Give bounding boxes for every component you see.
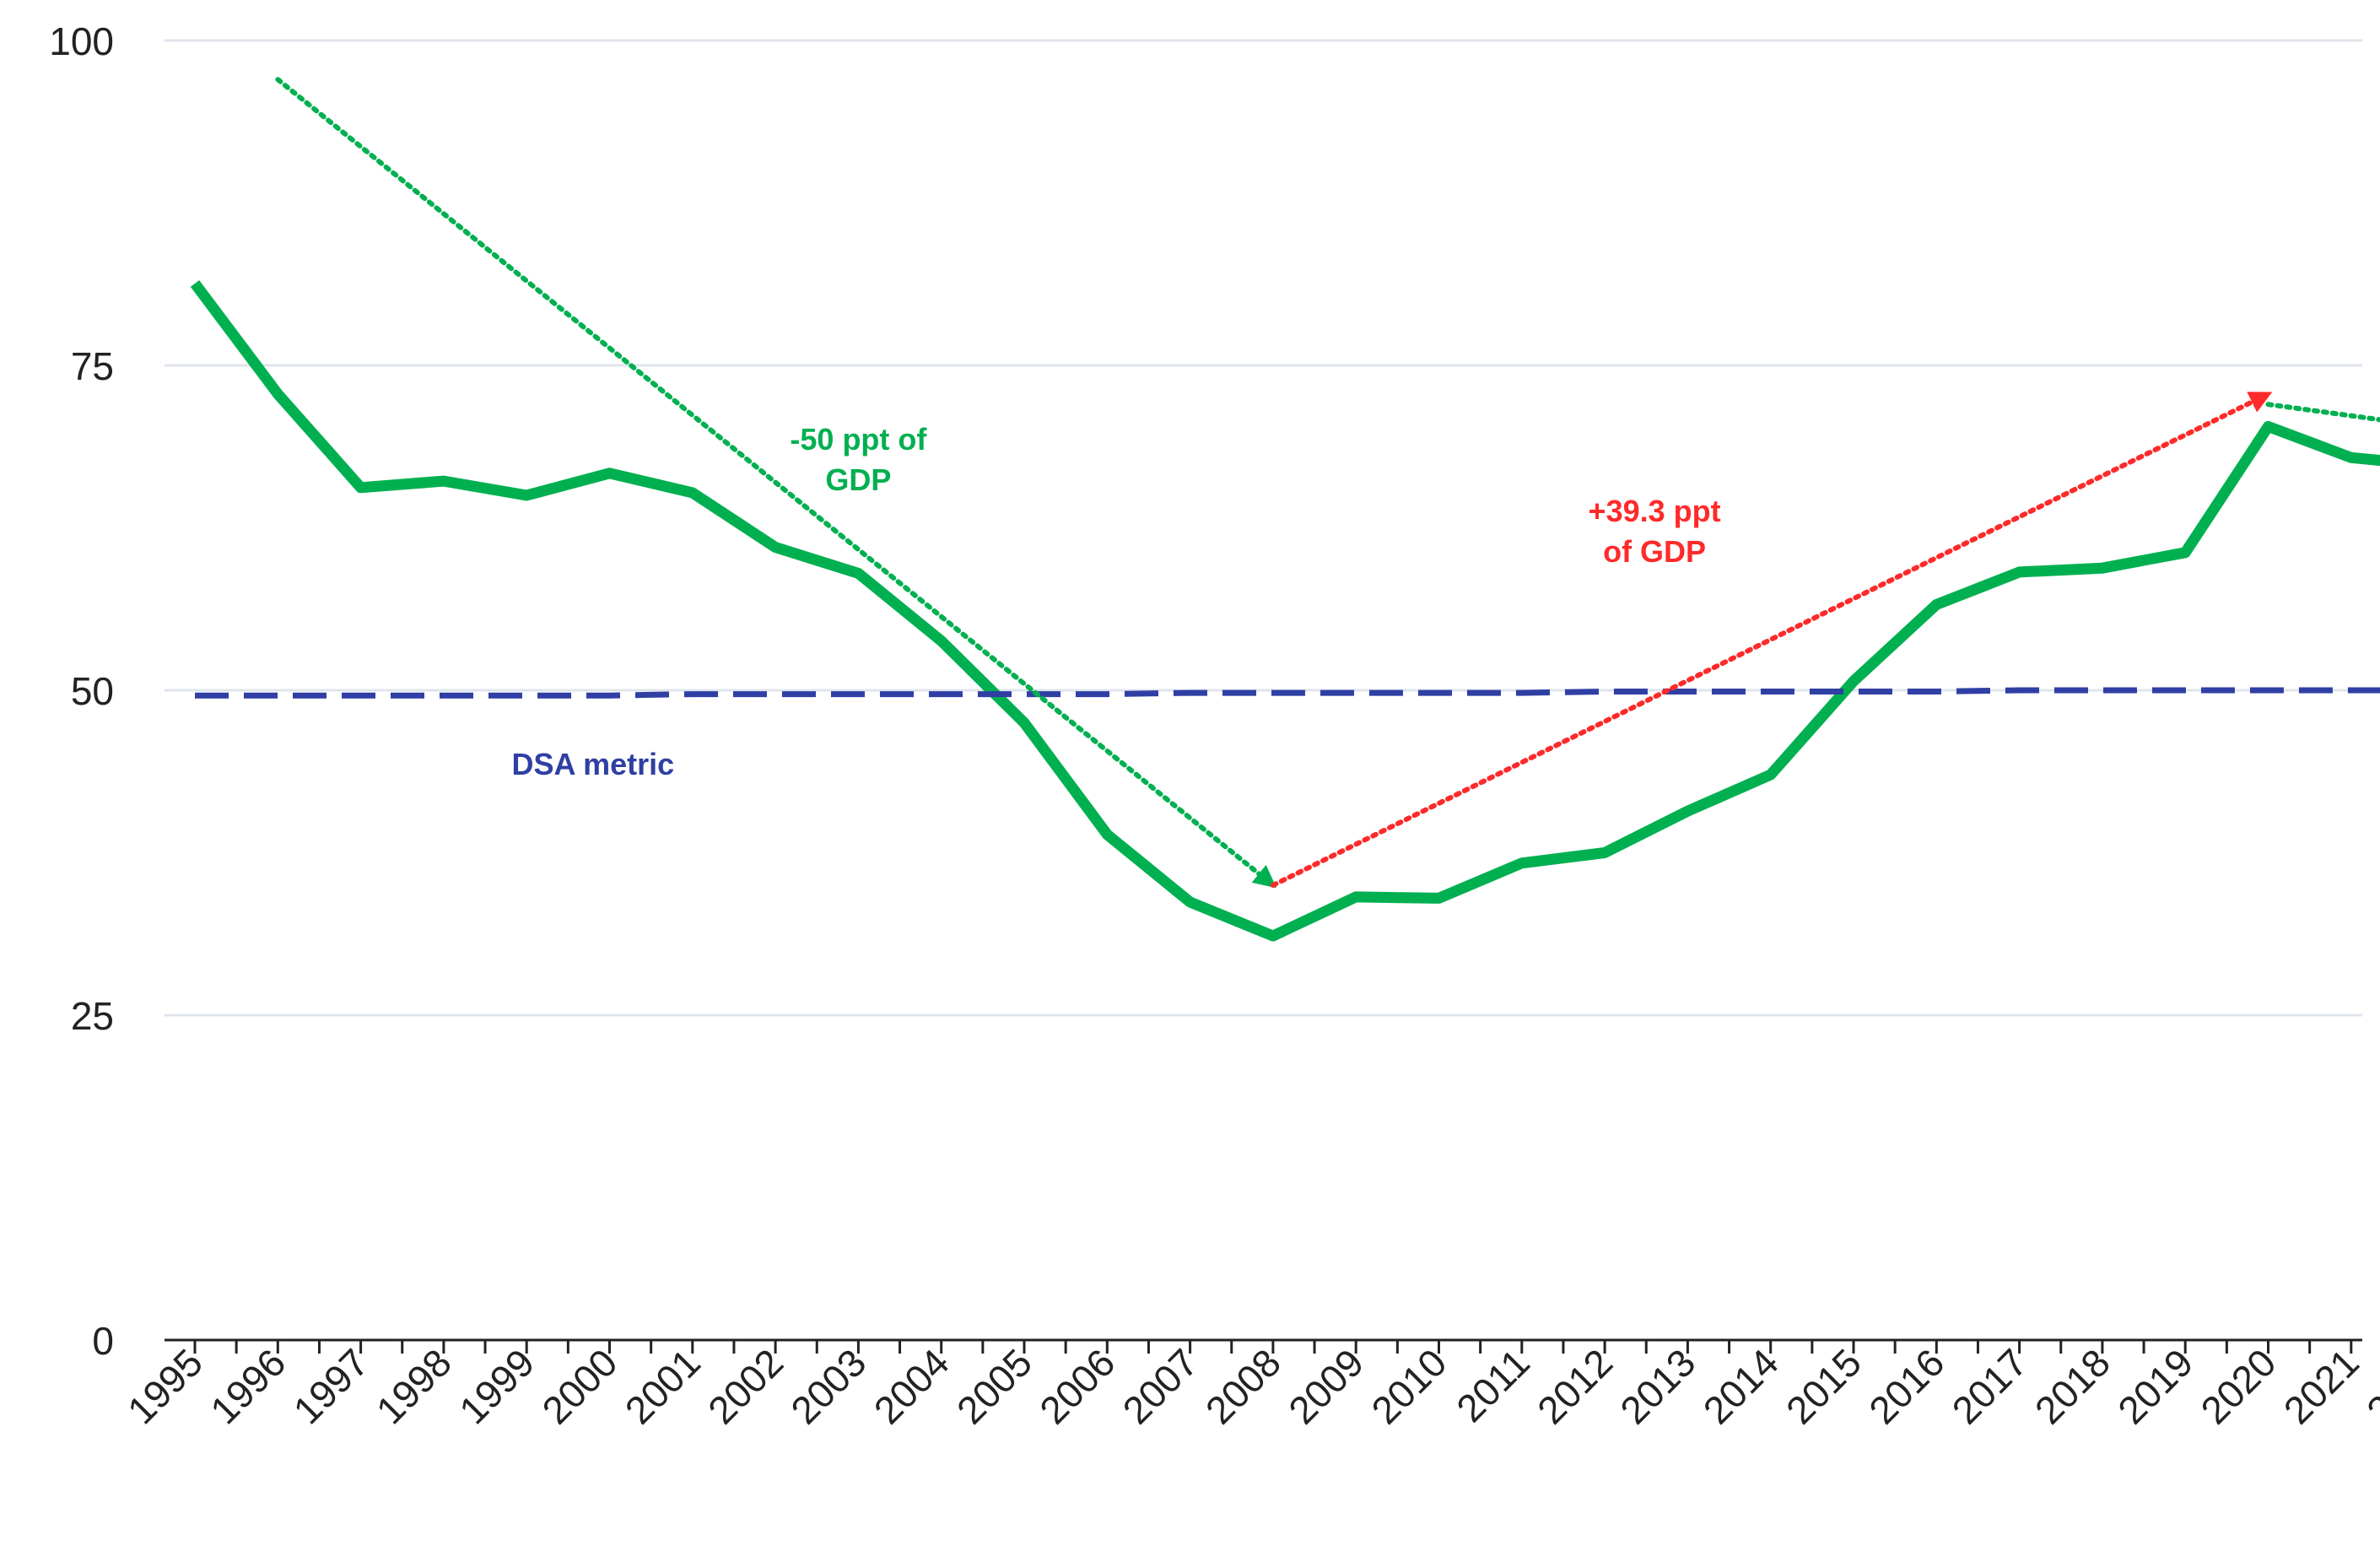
x-tick-label: 2020 [2192,1340,2284,1432]
x-tick-label: 2011 [1448,1340,1538,1430]
x-tick-label: 2012 [1529,1340,1621,1432]
series [190,280,2380,942]
annotation-line: +39.3 ppt [1589,494,1721,528]
x-tick-label: 2013 [1611,1340,1703,1432]
x-tick-label: 2000 [533,1340,625,1432]
annotation-line: of GDP [1603,534,1706,569]
annotation-label: -50 ppt of GDP [790,422,927,497]
x-tick-label: 2009 [1280,1340,1372,1432]
annotation-line: -50 ppt of [790,422,927,457]
x-tick-label: 2008 [1197,1340,1289,1432]
x-tick-label: 2016 [1860,1340,1952,1432]
trend-arrow [2265,402,2380,423]
x-tick-label: 2003 [782,1340,874,1432]
x-tick-label: 2015 [1778,1340,1870,1432]
x-axis: 1995199619971998199920002001200220032004… [119,1338,2380,1432]
x-tick-label: 2019 [2109,1340,2201,1432]
gridlines [165,39,2362,1017]
x-tick-label: 2001 [617,1340,709,1432]
x-tick-label: 2005 [948,1340,1040,1432]
x-tick-label: 1996 [202,1340,294,1432]
annotation-label: +39.3 ppt of GDP [1589,494,1721,569]
y-tick-label: 100 [49,19,114,63]
debt-line [190,280,2380,942]
y-tick-label: 0 [92,1319,114,1363]
trend-arrow [1270,391,2273,888]
x-tick-label: 2006 [1031,1340,1123,1432]
x-tick-label: 2017 [1944,1340,2036,1432]
x-tick-label: 2002 [699,1340,791,1432]
x-tick-label: 1998 [368,1340,460,1432]
trend-arrow [275,77,1277,889]
annotation-line: DSA metric [511,747,674,781]
x-tick-label: 2010 [1363,1340,1454,1432]
annotation-label: DSA metric [511,747,674,781]
x-tick-label: 1997 [285,1340,377,1432]
x-tick-label: 2018 [2027,1340,2118,1432]
x-tick-label: 2007 [1114,1340,1206,1432]
trend-arrows [275,77,2380,889]
x-tick-label: 1995 [119,1340,211,1432]
x-tick-label: 2021 [2275,1340,2367,1432]
y-axis: 0 25 50 75 100 [49,19,114,1363]
y-tick-label: 50 [71,669,114,713]
annotation-line: GDP [825,462,891,497]
y-tick-label: 75 [71,344,114,388]
x-tick-label: 1999 [451,1340,542,1432]
dsa-metric-line [195,687,2380,699]
y-tick-label: 25 [71,994,114,1038]
x-tick-label: 2022 [2358,1340,2380,1432]
x-tick-label: 2004 [866,1340,958,1432]
x-tick-label: 2014 [1695,1340,1787,1432]
